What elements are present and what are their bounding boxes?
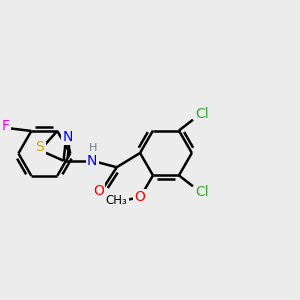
Text: O: O [93, 184, 104, 198]
Text: H: H [88, 143, 97, 154]
Text: Cl: Cl [195, 185, 208, 199]
Text: Cl: Cl [195, 107, 208, 121]
Text: N: N [87, 154, 97, 168]
Text: S: S [36, 140, 44, 154]
Text: F: F [2, 119, 10, 134]
Text: O: O [135, 190, 146, 205]
Text: N: N [62, 130, 73, 144]
Text: CH₃: CH₃ [106, 194, 127, 206]
